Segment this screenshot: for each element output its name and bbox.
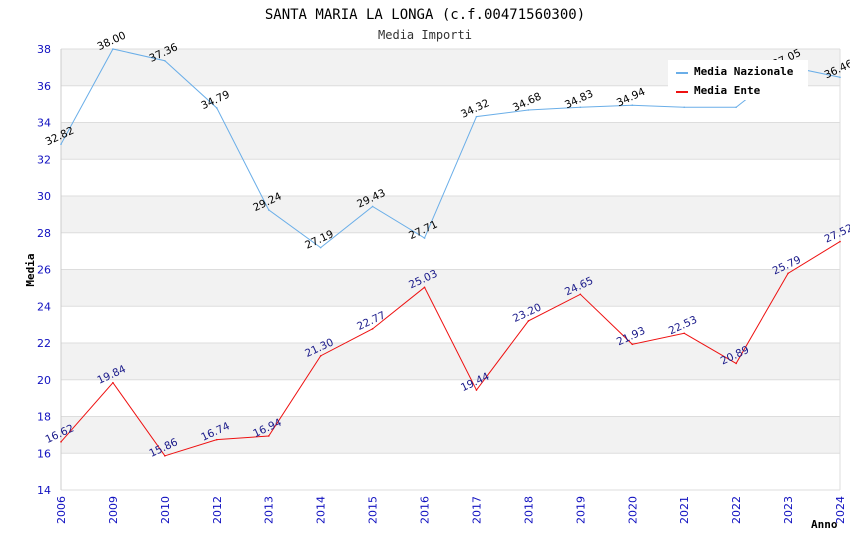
- grid-band: [61, 416, 840, 454]
- data-point: [423, 286, 426, 289]
- data-point: [527, 109, 530, 111]
- data-point: [839, 240, 841, 243]
- data-point: [112, 48, 114, 50]
- legend: Media Nazionale Media Ente: [668, 60, 808, 100]
- data-point: [319, 246, 322, 249]
- data-point: [735, 106, 737, 109]
- x-tick-label: 2022: [730, 496, 743, 524]
- grid-band: [61, 122, 840, 160]
- x-tick-label: 2013: [263, 496, 276, 524]
- x-axis-label: Anno: [811, 518, 838, 531]
- grid-bands: [61, 49, 840, 490]
- series-line-nazionale: [60, 48, 841, 249]
- y-tick-label: 38: [37, 43, 51, 56]
- x-tick-label: 2024: [834, 496, 847, 524]
- data-point: [631, 343, 634, 346]
- x-tick-label: 2023: [782, 496, 795, 524]
- data-point: [839, 76, 841, 79]
- data-point: [216, 438, 218, 441]
- y-tick-label: 32: [37, 153, 51, 166]
- data-point: [579, 106, 582, 109]
- data-point: [683, 332, 685, 335]
- data-point: [216, 107, 218, 109]
- x-tick-label: 2015: [367, 496, 380, 524]
- y-tick-label: 20: [37, 374, 51, 387]
- x-tick-label: 2010: [159, 496, 172, 524]
- data-point: [60, 143, 62, 145]
- data-point: [527, 320, 530, 322]
- data-point: [164, 59, 166, 62]
- x-axis-ticks: 2006 2009 2010 2012 2013 2014 2015 2016 2017 2018…: [55, 496, 847, 524]
- data-point: [787, 272, 789, 275]
- legend-label-ente: Media Ente: [694, 84, 761, 97]
- data-point: [683, 106, 685, 109]
- y-tick-label: 26: [37, 264, 51, 277]
- data-point: [112, 381, 114, 384]
- y-tick-label: 14: [37, 484, 51, 497]
- x-tick-label: 2006: [55, 496, 68, 524]
- gridlines: [60, 48, 841, 491]
- chart-subtitle: Media Importi: [378, 28, 472, 42]
- x-tick-label: 2019: [574, 496, 587, 524]
- data-point: [371, 205, 374, 208]
- data-point: [60, 441, 62, 443]
- data-point: [267, 435, 270, 437]
- grid-band: [61, 379, 840, 417]
- grid-band: [61, 453, 840, 490]
- x-tick-label: 2018: [522, 496, 535, 524]
- grid-band: [61, 196, 840, 233]
- data-point: [319, 355, 322, 357]
- data-point: [164, 455, 166, 457]
- data-point: [735, 362, 737, 365]
- x-tick-label: 2016: [419, 496, 432, 524]
- data-point: [475, 115, 478, 118]
- series-line-ente: [60, 241, 841, 457]
- x-tick-label: 2014: [315, 496, 328, 524]
- data-point: [631, 104, 634, 107]
- grid-band: [61, 269, 840, 307]
- x-tick-label: 2017: [470, 496, 483, 524]
- data-point: [423, 237, 426, 239]
- chart-title: SANTA MARIA LA LONGA (c.f.00471560300): [265, 7, 585, 23]
- grid-band: [61, 232, 840, 270]
- grid-band: [61, 343, 840, 380]
- y-tick-label: 22: [37, 337, 51, 350]
- x-tick-label: 2009: [107, 496, 120, 524]
- y-tick-label: 28: [37, 227, 51, 240]
- x-tick-label: 2021: [678, 496, 691, 524]
- y-tick-label: 16: [37, 447, 51, 460]
- grid-band: [61, 306, 840, 343]
- data-point: [371, 328, 374, 330]
- legend-label-nazionale: Media Nazionale: [694, 65, 794, 78]
- y-tick-label: 24: [37, 300, 51, 313]
- data-point: [267, 209, 270, 211]
- x-tick-label: 2012: [211, 496, 224, 524]
- y-axis-label: Media: [24, 253, 37, 286]
- y-tick-label: 34: [37, 117, 51, 130]
- y-tick-label: 30: [37, 190, 51, 203]
- y-axis-ticks: 14 16 18 20 22 24 26 28 30 32 34 36 38: [37, 43, 51, 497]
- y-tick-label: 36: [37, 80, 51, 93]
- x-tick-label: 2020: [626, 496, 639, 524]
- data-point: [475, 389, 478, 391]
- y-tick-label: 18: [37, 411, 51, 424]
- data-point: [579, 293, 582, 296]
- legend-box: [668, 60, 808, 100]
